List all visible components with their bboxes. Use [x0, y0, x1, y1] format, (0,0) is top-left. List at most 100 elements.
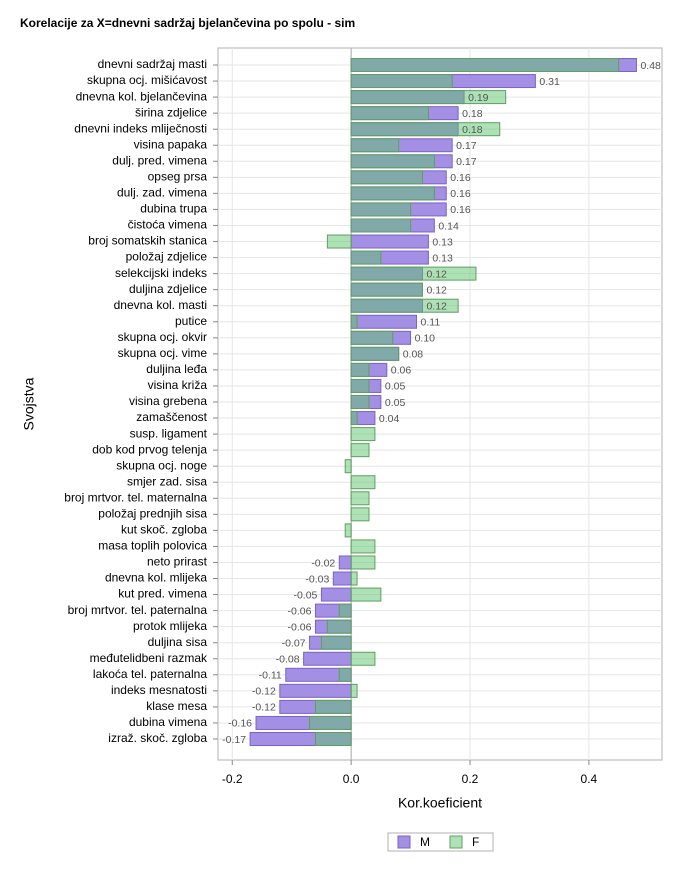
legend-label: F — [472, 835, 479, 849]
value-label: -0.08 — [276, 654, 300, 666]
y-tick-label: susp. ligament — [130, 426, 208, 440]
value-label: 0.18 — [462, 124, 483, 136]
y-tick-label: dnevna kol. mlijeka — [105, 571, 207, 585]
value-label: -0.05 — [293, 589, 317, 601]
y-tick-label: protok mlijeka — [133, 619, 207, 633]
value-label: 0.05 — [385, 397, 406, 409]
y-tick-label: klase mesa — [146, 699, 207, 713]
bar — [350, 282, 423, 297]
y-tick-label: skupna ocj. noge — [116, 458, 207, 472]
value-label: -0.07 — [282, 637, 306, 649]
value-label: -0.11 — [259, 670, 282, 682]
bar — [350, 427, 376, 442]
y-tick-label: dubina vimena — [129, 715, 207, 729]
bar — [350, 651, 376, 666]
bar — [350, 555, 376, 570]
bar — [350, 378, 370, 393]
value-label: 0.19 — [468, 92, 489, 104]
value-label: -0.06 — [288, 621, 312, 633]
chart-title: Korelacije za X=dnevni sadržaj bjelančev… — [20, 16, 355, 30]
bar — [350, 250, 382, 265]
y-tick-label: dob kod prvog telenja — [92, 442, 207, 456]
value-label: -0.12 — [252, 686, 276, 698]
value-label: 0.04 — [379, 413, 400, 425]
value-label: 0.10 — [415, 333, 436, 345]
x-tick-label: 0.0 — [343, 772, 360, 786]
y-tick-label: čistoća vimena — [128, 218, 208, 232]
value-label: 0.48 — [640, 60, 661, 72]
bar — [344, 459, 352, 474]
x-tick-label: -0.2 — [222, 772, 243, 786]
value-label: -0.03 — [305, 573, 329, 585]
value-label: 0.12 — [426, 268, 447, 280]
legend-swatch — [449, 835, 463, 849]
value-label: 0.14 — [438, 220, 459, 232]
bar — [320, 587, 352, 602]
y-tick-label: duljina sisa — [148, 635, 208, 649]
bar — [350, 154, 435, 169]
bar — [350, 298, 459, 313]
bar — [326, 234, 352, 249]
bar — [350, 218, 412, 233]
y-tick-label: dnevni sadržaj masti — [98, 57, 207, 71]
bar — [350, 571, 358, 586]
y-tick-label: duljina zdjelice — [129, 282, 207, 296]
bar — [320, 635, 352, 650]
y-tick-label: smjer zad. sisa — [127, 474, 207, 488]
y-tick-label: zamaščenost — [136, 410, 207, 424]
bar — [350, 234, 429, 249]
value-label: 0.16 — [450, 172, 471, 184]
bar — [350, 330, 394, 345]
value-label: 0.11 — [421, 317, 441, 329]
bar — [350, 170, 423, 185]
bar — [314, 732, 352, 746]
y-tick-label: dulj. pred. vimena — [112, 153, 207, 167]
x-tick-label: 0.4 — [581, 772, 598, 786]
bar — [338, 603, 352, 618]
y-tick-label: dnevna kol. bjelančevina — [76, 89, 208, 103]
bar — [350, 507, 370, 522]
legend-label: M — [420, 835, 430, 849]
y-tick-label: broj mrtvor. tel. maternalna — [64, 490, 207, 504]
y-tick-label: dnevni indeks mliječnosti — [74, 121, 207, 135]
y-tick-label: širina zdjelice — [135, 105, 207, 119]
value-label: 0.18 — [462, 108, 483, 120]
y-tick-label: izraž. skoč. zgloba — [108, 731, 207, 745]
y-tick-label: skupna ocj. okvir — [118, 330, 207, 344]
bar — [350, 138, 400, 153]
bar — [350, 411, 358, 426]
bar — [350, 475, 376, 490]
y-tick-label: selekcijski indeks — [115, 266, 207, 280]
y-tick-label: skupna ocj. vime — [118, 346, 208, 360]
y-tick-label: duljina leđa — [146, 362, 207, 376]
bar — [279, 683, 352, 698]
bar — [350, 186, 435, 201]
y-tick-label: broj somatskih stanica — [88, 234, 207, 248]
y-tick-label: skupna ocj. mišićavost — [87, 73, 208, 87]
value-label: 0.06 — [391, 365, 412, 377]
bar — [350, 266, 477, 281]
bar — [350, 314, 418, 329]
y-tick-label: dulj. zad. vimena — [117, 186, 207, 200]
y-tick-label: kut pred. vimena — [118, 587, 207, 601]
bar — [344, 523, 352, 538]
bar — [326, 619, 352, 634]
bar — [350, 683, 358, 698]
y-tick-label: lakoća tel. paternalna — [93, 667, 207, 681]
bar — [350, 346, 400, 361]
value-label: 0.12 — [426, 300, 447, 312]
value-label: 0.08 — [403, 349, 424, 361]
y-tick-label: opseg prsa — [148, 170, 208, 184]
bar — [309, 715, 352, 730]
bar — [350, 106, 429, 121]
value-label: 0.16 — [450, 188, 471, 200]
bar — [350, 395, 370, 409]
bar — [350, 539, 376, 554]
value-label: 0.17 — [456, 156, 477, 168]
bar — [350, 58, 620, 72]
y-tick-label: visina papaka — [134, 137, 208, 151]
y-tick-label: indeks mesnatosti — [111, 683, 207, 697]
legend-swatch — [397, 835, 411, 849]
y-tick-label: visina grebena — [129, 394, 207, 408]
